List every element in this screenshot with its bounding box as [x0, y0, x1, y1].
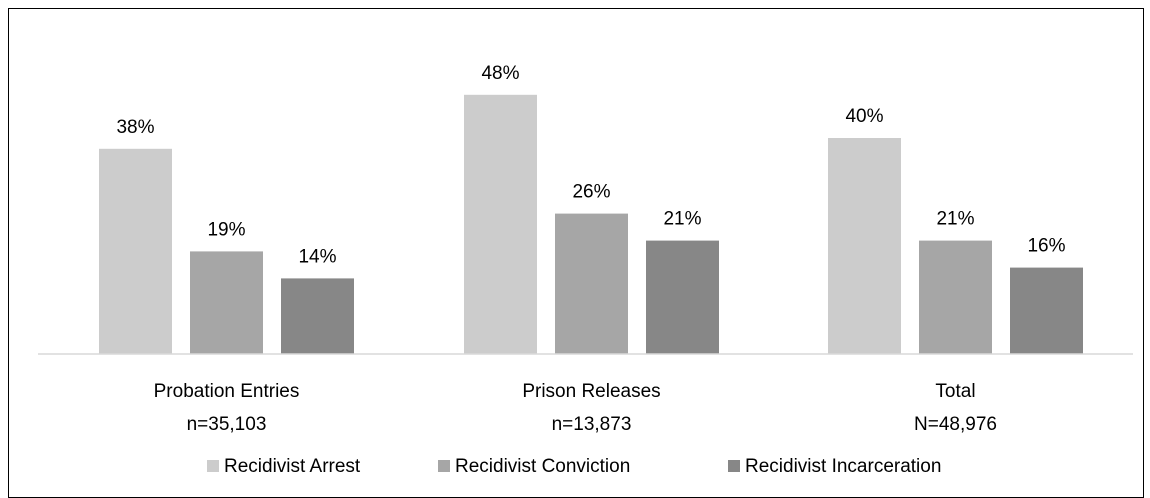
- category-count-3: N=48,976: [914, 414, 997, 435]
- value-label-2-2: 26%: [572, 182, 610, 203]
- legend-label-3: Recidivist Incarceration: [745, 456, 941, 477]
- value-label-3-3: 16%: [1027, 236, 1065, 257]
- legend-swatch-2: [438, 460, 450, 472]
- value-label-3-2: 21%: [936, 209, 974, 230]
- legend: Recidivist Arrest Recidivist Conviction Re…: [207, 456, 941, 477]
- bar-1-2: [190, 251, 263, 354]
- legend-label-2: Recidivist Conviction: [455, 456, 630, 477]
- legend-label-1: Recidivist Arrest: [224, 456, 361, 477]
- bar-3-2: [919, 240, 992, 354]
- bar-3-1: [828, 138, 901, 354]
- value-label-1-3: 14%: [298, 246, 336, 267]
- value-label-2-1: 48%: [481, 63, 519, 84]
- bar-1-3: [281, 278, 354, 354]
- value-label-3-1: 40%: [845, 106, 883, 127]
- bar-1-1: [99, 148, 172, 354]
- category-count-1: n=35,103: [187, 414, 267, 435]
- bar-2-3: [646, 240, 719, 354]
- category-label-1: Probation Entries: [154, 381, 300, 402]
- value-label-1-2: 19%: [207, 219, 245, 240]
- bar-3-3: [1010, 267, 1083, 354]
- value-label-2-3: 21%: [663, 209, 701, 230]
- category-count-2: n=13,873: [552, 414, 632, 435]
- bars-group: [99, 94, 1083, 355]
- value-labels-group: 38% 19% 14% 48% 26% 21% 40% 21% 16%: [116, 63, 1065, 268]
- legend-swatch-3: [728, 460, 740, 472]
- bar-2-2: [555, 213, 628, 354]
- category-labels-group: Probation Entries n=35,103 Prison Releases…: [154, 381, 997, 435]
- bar-chart: 38% 19% 14% 48% 26% 21% 40% 21% 16% Probation En…: [38, 63, 1133, 477]
- legend-swatch-1: [207, 460, 219, 472]
- bar-2-1: [464, 94, 537, 355]
- category-label-2: Prison Releases: [522, 381, 660, 402]
- category-label-3: Total: [935, 381, 975, 402]
- value-label-1-1: 38%: [116, 117, 154, 138]
